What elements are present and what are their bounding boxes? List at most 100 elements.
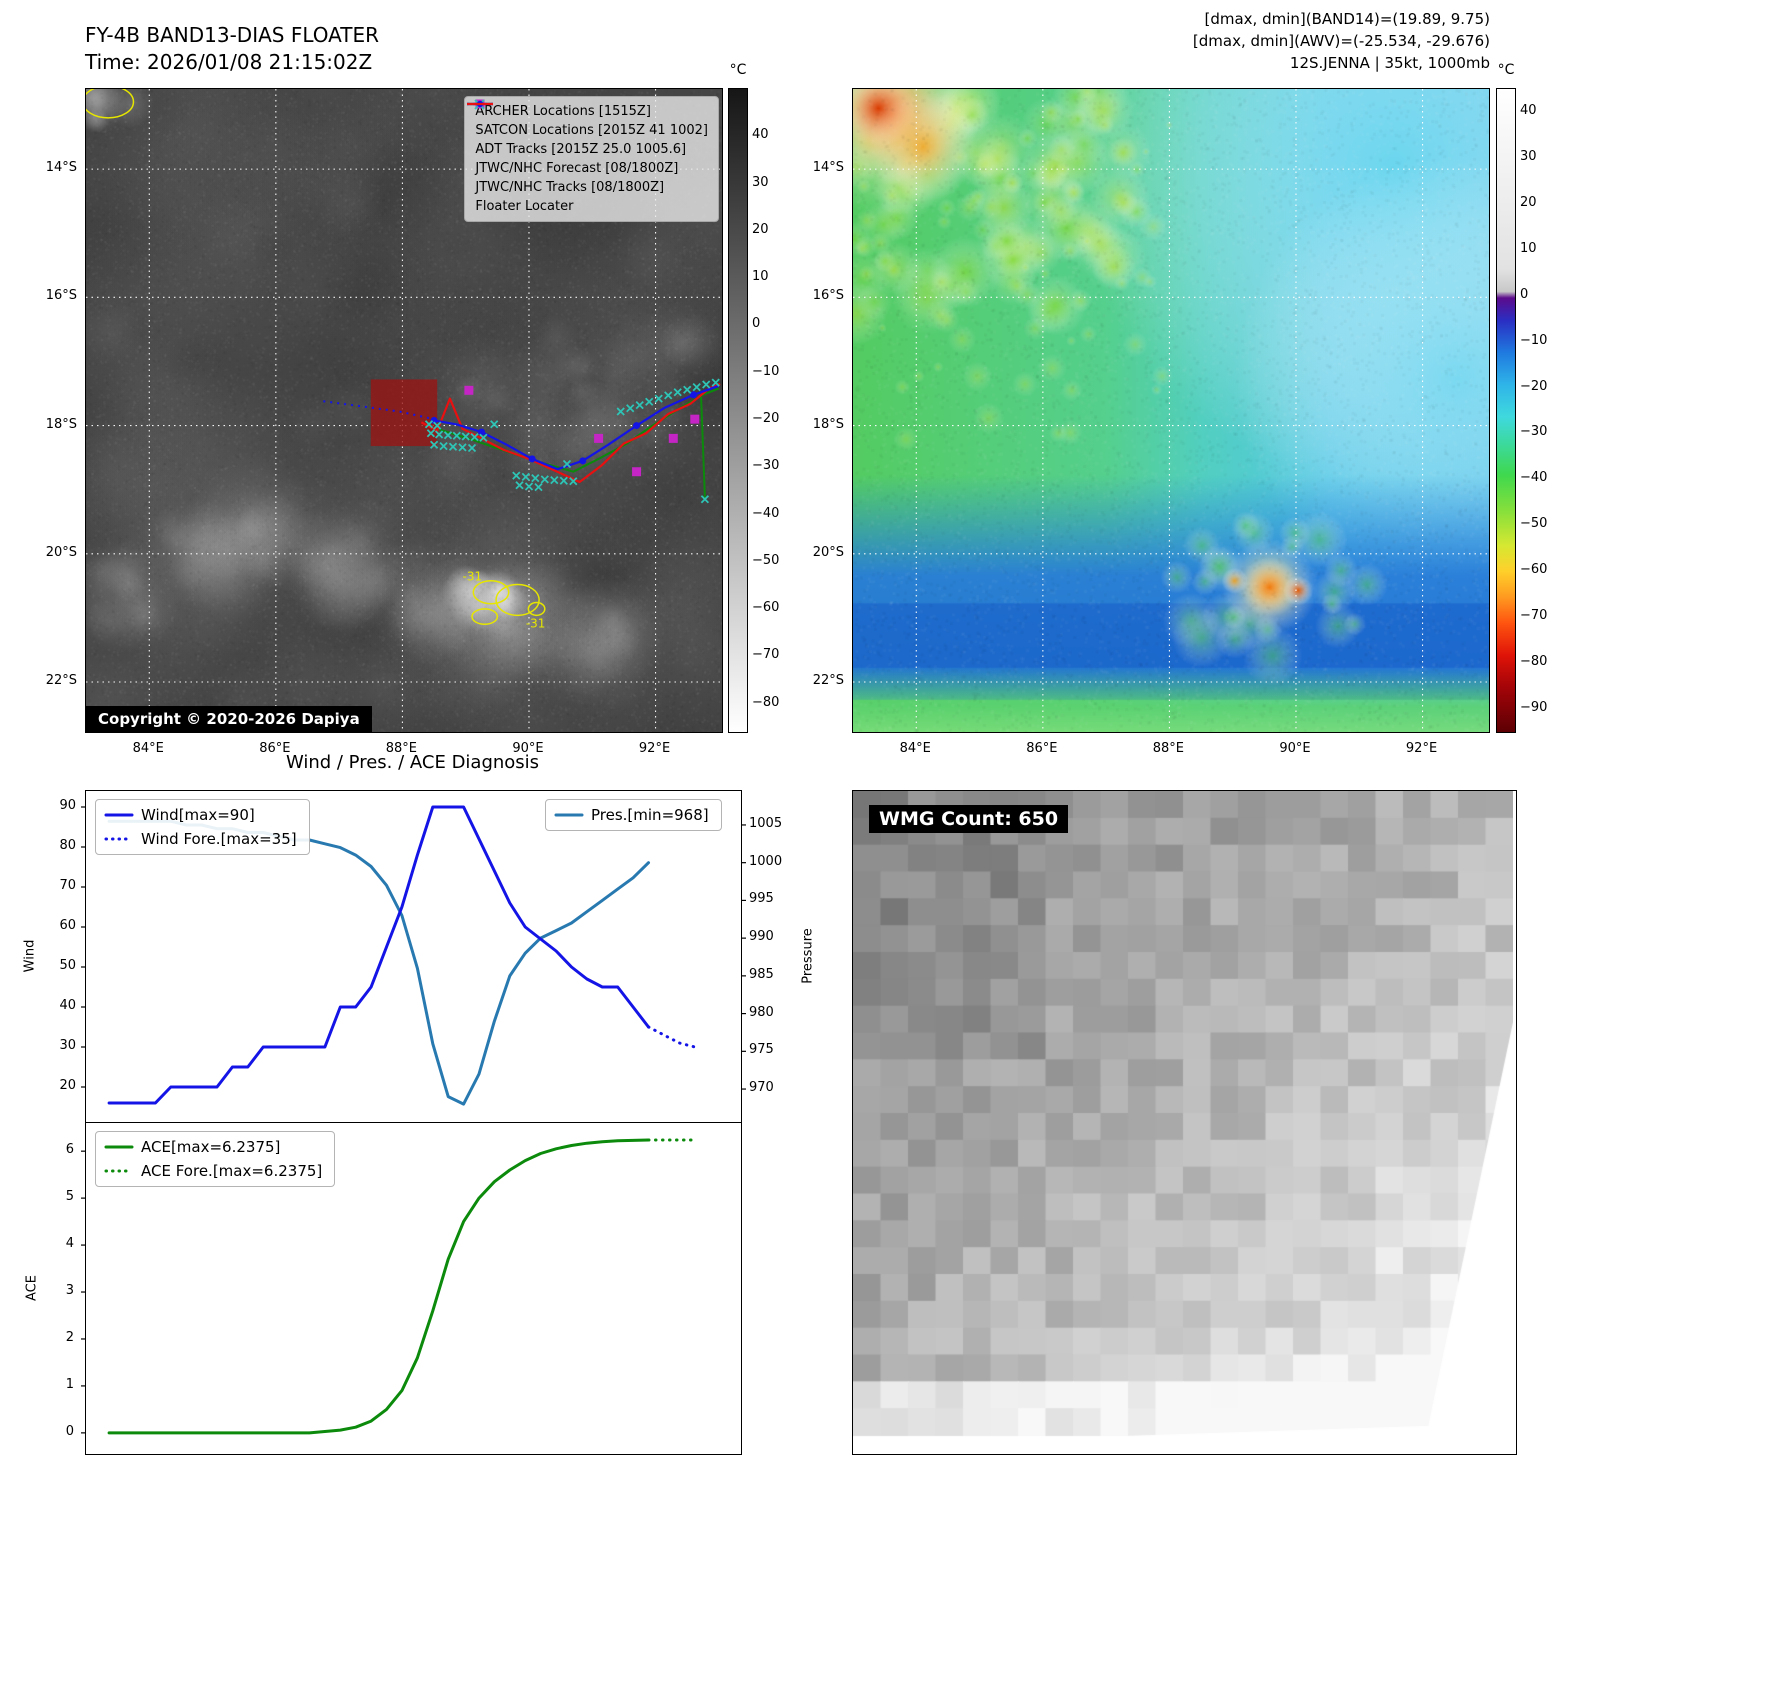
satcon-point bbox=[515, 481, 524, 490]
colorbar-tick-label: 40 bbox=[752, 127, 769, 143]
lat-tick-label: 16°S bbox=[45, 288, 77, 304]
chart-legend-label: ACE Fore.[max=6.2375] bbox=[141, 1162, 323, 1180]
satcon-point bbox=[711, 378, 720, 387]
wind-ytick-label: 40 bbox=[59, 998, 76, 1013]
bt-contour bbox=[471, 608, 499, 626]
bt-contour bbox=[86, 89, 135, 119]
ace-ytick-label: 6 bbox=[65, 1142, 74, 1158]
satcon-point bbox=[433, 421, 442, 430]
map-legend-item: ARCHER Locations [1515Z] bbox=[475, 99, 708, 119]
jtwc-track-point bbox=[633, 422, 641, 430]
ace-plot bbox=[81, 1138, 697, 1435]
dotted-line-legend-icon bbox=[104, 1169, 134, 1173]
map-legend-label: ADT Tracks [2015Z 25.0 1005.6] bbox=[475, 142, 687, 157]
wind-ytick-label: 30 bbox=[59, 1038, 76, 1053]
diagnosis-title: Wind / Pres. / ACE Diagnosis bbox=[285, 752, 540, 773]
lat-tick-label: 20°S bbox=[812, 544, 844, 560]
jtwc-forecast-track bbox=[323, 400, 435, 421]
satcon-point bbox=[531, 473, 540, 483]
satcon-point bbox=[692, 382, 701, 392]
archer-point bbox=[632, 467, 642, 477]
colorbar-tick-label: 10 bbox=[1520, 240, 1537, 256]
satcon-point bbox=[645, 397, 654, 406]
map-legend-label: ARCHER Locations [1515Z] bbox=[475, 104, 651, 119]
colorbar-tick-label: −50 bbox=[1520, 516, 1548, 532]
awv-satellite-map bbox=[852, 88, 1490, 733]
colorbar-tick-label: −40 bbox=[1520, 470, 1548, 486]
map-legend-label: SATCON Locations [2015Z 41 1002] bbox=[475, 123, 708, 138]
annotation-storm-id: 12S.JENNA | 35kt, 1000mb bbox=[1289, 54, 1490, 72]
wind-ytick-label: 90 bbox=[59, 798, 76, 813]
lon-tick-label: 90°E bbox=[1279, 741, 1311, 756]
wmg-pixel-image bbox=[853, 791, 1513, 1451]
archer-point bbox=[668, 433, 678, 443]
chart-legend-item: Pres.[min=968] bbox=[554, 806, 709, 824]
satcon-point bbox=[443, 431, 453, 440]
satcon-point bbox=[439, 441, 448, 451]
tr-annotation-block: [dmax, dmin](BAND14)=(19.89, 9.75) [dmax… bbox=[1000, 8, 1490, 74]
satcon-point bbox=[664, 391, 673, 400]
wmg-count-label: WMG Count: 650 bbox=[869, 805, 1069, 833]
satcon-point bbox=[683, 385, 692, 394]
series-dotted bbox=[647, 1025, 697, 1049]
archer-point bbox=[690, 414, 700, 424]
satcon-point bbox=[429, 440, 439, 449]
line-legend-icon bbox=[104, 1145, 134, 1149]
jtwc-track-point bbox=[579, 457, 587, 465]
pressure-ytick-label: 990 bbox=[749, 929, 774, 945]
ace-legend: ACE[max=6.2375] ACE Fore.[max=6.2375] bbox=[95, 1131, 336, 1187]
satcon-point bbox=[559, 476, 568, 485]
colorbar-tick-label: 20 bbox=[752, 221, 769, 237]
line-legend-icon bbox=[467, 102, 494, 106]
colorbar-tick-label: 0 bbox=[752, 316, 761, 332]
satcon-point bbox=[470, 432, 479, 442]
colorbar-tick-label: −70 bbox=[1520, 608, 1548, 624]
chart-legend-item: ACE Fore.[max=6.2375] bbox=[104, 1162, 322, 1180]
colorbar-tick-label: −80 bbox=[1520, 654, 1548, 670]
ace-ytick-label: 4 bbox=[65, 1236, 74, 1252]
line-legend-icon bbox=[104, 813, 134, 817]
map-legend-item: JTWC/NHC Forecast [08/1800Z] bbox=[467, 102, 708, 176]
satcon-point bbox=[490, 420, 499, 429]
satcon-point bbox=[562, 459, 572, 469]
floater-track bbox=[420, 382, 721, 484]
map-legend-label: JTWC/NHC Tracks [08/1800Z] bbox=[475, 180, 665, 195]
lat-tick-label: 16°S bbox=[812, 288, 844, 304]
pressure-ytick-label: 985 bbox=[749, 966, 774, 982]
satcon-point bbox=[534, 482, 543, 492]
colorbar-tick-label: −20 bbox=[1520, 378, 1548, 394]
lat-tick-label: 18°S bbox=[812, 416, 844, 432]
colorbar-tick-label: −30 bbox=[752, 458, 780, 474]
wind-axis-label: Wind bbox=[22, 939, 38, 973]
satcon-point bbox=[434, 430, 444, 439]
colorbar-tick-label: −30 bbox=[1520, 424, 1548, 440]
pressure-ytick-label: 995 bbox=[749, 891, 774, 907]
colorbar-tick-label: −40 bbox=[752, 505, 780, 521]
colorbar-tick-label: 0 bbox=[1520, 286, 1529, 302]
lon-tick-label: 86°E bbox=[259, 741, 291, 756]
wind-ytick-label: 70 bbox=[59, 878, 76, 893]
contour-label: -31 bbox=[463, 570, 483, 584]
colorbar-tick-label: −80 bbox=[752, 694, 780, 710]
satcon-point bbox=[550, 475, 559, 485]
lon-tick-label: 84°E bbox=[132, 741, 164, 756]
lon-tick-label: 86°E bbox=[1026, 741, 1058, 756]
satcon-point bbox=[635, 400, 644, 410]
lat-tick-label: 20°S bbox=[45, 544, 77, 560]
bt-contour bbox=[495, 583, 540, 617]
satcon-point bbox=[426, 429, 436, 438]
satcon-point bbox=[569, 477, 578, 486]
satcon-point bbox=[700, 495, 710, 504]
ace-ytick-label: 0 bbox=[65, 1423, 74, 1439]
contour-label: -31 bbox=[526, 617, 546, 631]
jtwc-track bbox=[433, 384, 720, 471]
lon-tick-label: 88°E bbox=[1152, 741, 1185, 756]
colorbar-tick-label: 10 bbox=[752, 269, 769, 285]
analysis-box bbox=[370, 379, 438, 447]
satcon-point bbox=[461, 432, 470, 441]
archer-point bbox=[594, 433, 604, 443]
annotation-band14: [dmax, dmin](BAND14)=(19.89, 9.75) bbox=[1204, 10, 1490, 28]
colorbar-tick-label: 20 bbox=[1520, 194, 1537, 210]
satcon-point bbox=[616, 407, 625, 416]
colorbar-tick-label: 40 bbox=[1520, 102, 1537, 118]
